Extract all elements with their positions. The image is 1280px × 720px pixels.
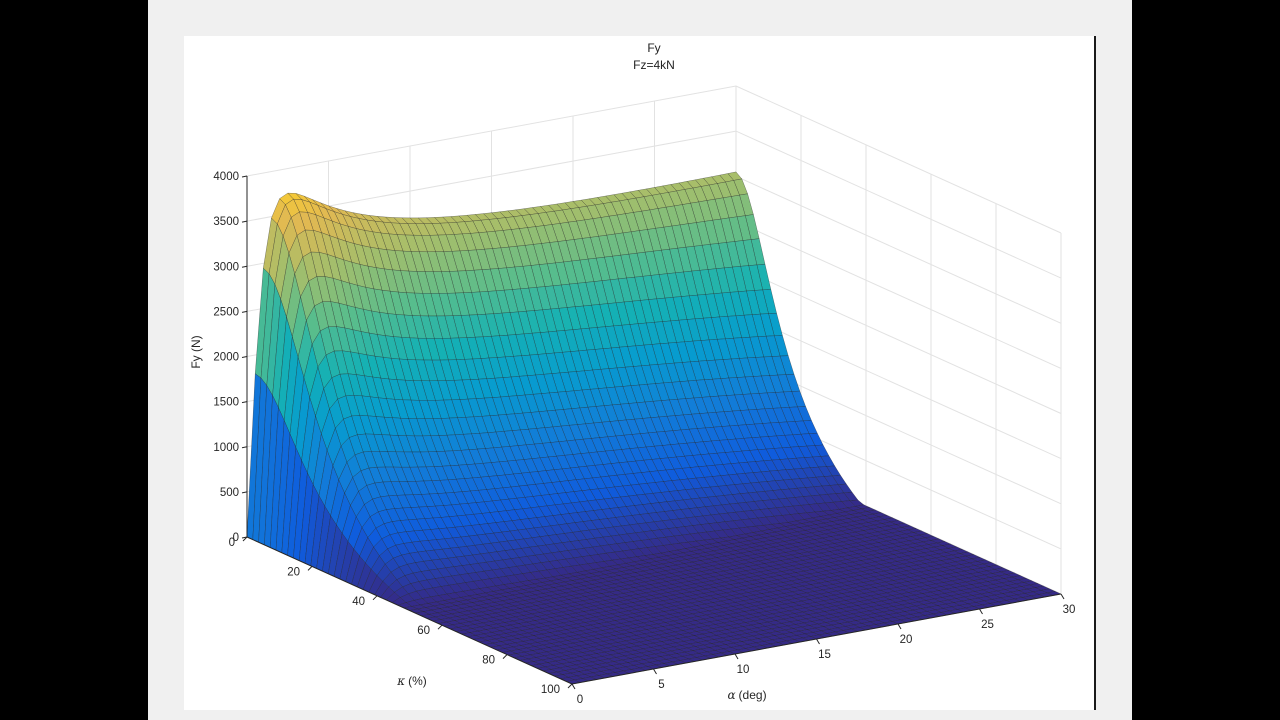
z-tick-mark-4 — [241, 356, 248, 358]
alpha-tick-label: 25 — [981, 619, 994, 631]
kappa-tick-label: 20 — [287, 566, 300, 578]
chart-title: Fy — [647, 41, 660, 55]
kappa-tick-label: 60 — [417, 625, 430, 637]
kappa-tick-label: 100 — [541, 684, 560, 696]
alpha-axis-symbol: α — [727, 688, 735, 702]
alpha-tick-mark-1 — [653, 668, 657, 675]
z-tick-label: 2000 — [213, 352, 239, 364]
alpha-tick-label: 0 — [577, 694, 583, 706]
kappa-tick-label: 0 — [229, 537, 235, 549]
z-tick-mark-7 — [241, 220, 248, 223]
z-axis-label: Fy (N) — [189, 335, 203, 368]
alpha-tick-mark-3 — [816, 638, 820, 645]
surface-mesh — [246, 171, 1062, 685]
alpha-tick-mark-6 — [1060, 593, 1065, 600]
z-tick-label: 500 — [220, 487, 239, 499]
kappa-axis-label: κ (%) — [396, 674, 427, 688]
kappa-tick-label: 80 — [482, 655, 495, 667]
kappa-axis-symbol: κ — [396, 674, 405, 688]
z-tick-label: 3500 — [213, 216, 239, 228]
z-tick-label: 1500 — [213, 397, 239, 409]
alpha-tick-label: 5 — [658, 679, 664, 691]
alpha-axis-label: α (deg) — [727, 688, 766, 702]
z-tick-mark-8 — [241, 175, 248, 178]
z-tick-mark-6 — [241, 265, 248, 268]
z-tick-mark-2 — [241, 446, 248, 449]
z-tick-label: 1000 — [213, 442, 239, 454]
alpha-tick-mark-2 — [734, 653, 739, 660]
z-tick-mark-5 — [241, 310, 248, 313]
alpha-tick-label: 30 — [1063, 604, 1076, 616]
z-tick-label: 3000 — [213, 261, 239, 273]
alpha-tick-mark-0 — [571, 683, 576, 690]
alpha-tick-mark-5 — [979, 608, 983, 615]
alpha-tick-label: 20 — [900, 634, 913, 646]
kappa-tick-mark-3 — [437, 624, 443, 630]
kappa-tick-label: 40 — [352, 596, 365, 608]
alpha-tick-label: 15 — [818, 649, 831, 661]
kappa-axis-unit: (%) — [408, 674, 427, 688]
kappa-tick-mark-1 — [307, 566, 313, 571]
kappa-tick-mark-2 — [372, 595, 378, 601]
kappa-tick-mark-4 — [502, 654, 508, 659]
kappa-tick-mark-5 — [567, 683, 573, 689]
z-tick-label: 4000 — [213, 171, 239, 183]
z-tick-mark-3 — [241, 401, 248, 404]
alpha-tick-label: 10 — [737, 664, 750, 676]
chart-subtitle: Fz=4kN — [633, 58, 675, 72]
z-tick-mark-1 — [241, 491, 248, 494]
z-tick-label: 2500 — [213, 306, 239, 318]
alpha-axis-unit: (deg) — [739, 688, 767, 702]
alpha-tick-mark-4 — [897, 623, 902, 630]
